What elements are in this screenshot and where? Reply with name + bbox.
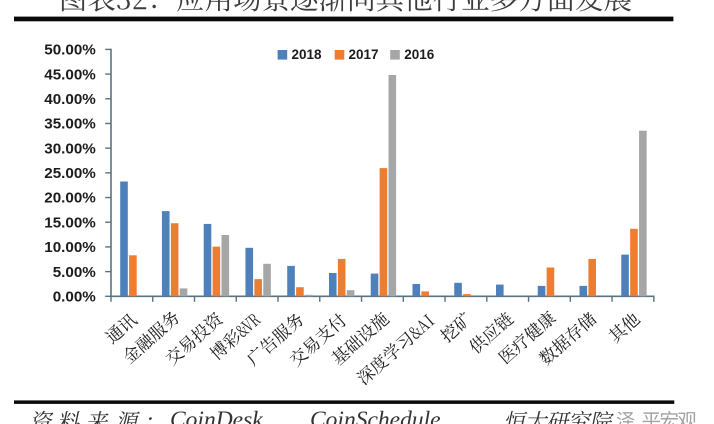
svg-text:2017: 2017 — [349, 47, 379, 62]
svg-text:30.00%: 30.00% — [44, 140, 96, 157]
svg-text:25.00%: 25.00% — [44, 165, 96, 182]
svg-text:20.00%: 20.00% — [44, 190, 96, 207]
svg-text:50.00%: 50.00% — [44, 42, 96, 59]
svg-text:2016: 2016 — [404, 47, 435, 62]
svg-text:5.00%: 5.00% — [53, 264, 97, 281]
svg-text:35.00%: 35.00% — [44, 116, 96, 133]
svg-text:15.00%: 15.00% — [44, 214, 96, 231]
svg-text:10.00%: 10.00% — [44, 239, 96, 256]
svg-text:2018: 2018 — [292, 47, 323, 62]
svg-text:0.00%: 0.00% — [53, 289, 97, 306]
svg-text:CoinDesk: CoinDesk — [170, 407, 263, 424]
svg-text:40.00%: 40.00% — [44, 91, 96, 108]
svg-text:45.00%: 45.00% — [44, 66, 96, 83]
svg-text:CoinSchedule: CoinSchedule — [310, 407, 441, 424]
